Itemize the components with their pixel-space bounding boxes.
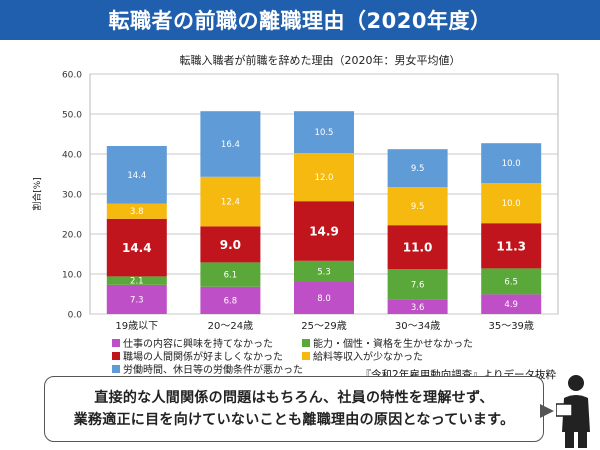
legend-item: 労働時間、休日等の労働条件が悪かった	[112, 361, 303, 376]
stacked-bar-chart: 転職入職者が前職を辞めた理由（2020年：男女平均値） 割合[%] 7.3 2.1…	[31, 53, 559, 332]
bar-segment	[387, 225, 448, 270]
data-label: 6.1	[224, 271, 238, 281]
bar-segment	[200, 111, 261, 177]
y-tick-label: 0.0	[68, 311, 83, 321]
bar-segment	[106, 146, 167, 204]
y-tick-label: 50.0	[62, 111, 82, 121]
data-label: 10.0	[502, 159, 521, 169]
bar-segment	[294, 111, 354, 154]
bar-segment	[387, 269, 448, 300]
legend-label: 職場の人間関係が好ましくなかった	[123, 352, 283, 363]
bar-segment	[294, 153, 354, 202]
data-label: 5.3	[317, 267, 331, 277]
data-label: 10.0	[502, 199, 521, 209]
bar-segment	[200, 262, 261, 287]
legend-swatch	[302, 338, 310, 347]
legend-item: 能力・個性・資格を生かせなかった	[302, 335, 473, 350]
legend-label: 仕事の内容に興味を持てなかった	[123, 339, 273, 350]
x-tick-label: 30～34歳	[395, 320, 440, 332]
bar-segment	[387, 187, 448, 226]
data-label: 3.6	[411, 303, 425, 313]
legend-item: 給料等収入が少なかった	[302, 348, 423, 363]
data-label: 9.5	[411, 164, 425, 174]
x-tick-label: 20～24歳	[208, 320, 253, 332]
page-title: 転職者の前職の離職理由（2020年度）	[108, 9, 492, 33]
data-label: 11.3	[496, 239, 526, 253]
x-tick-label: 19歳以下	[115, 320, 158, 332]
y-tick-label: 40.0	[62, 151, 82, 161]
bar-segment	[106, 276, 167, 285]
legend-item: 職場の人間関係が好ましくなかった	[112, 348, 283, 363]
bar-segment	[481, 223, 542, 269]
data-label: 11.0	[403, 241, 433, 255]
bar-segment	[106, 218, 167, 277]
data-label: 2.1	[130, 277, 144, 287]
bar-segment	[200, 286, 261, 314]
data-label: 8.0	[317, 294, 331, 304]
legend-swatch	[112, 338, 120, 347]
y-axis-label: 割合[%]	[31, 177, 43, 211]
bar-segment	[294, 282, 354, 314]
y-tick-label: 60.0	[62, 71, 82, 81]
legend-label: 能力・個性・資格を生かせなかった	[313, 339, 473, 350]
data-label: 16.4	[221, 140, 240, 150]
bar-segment	[200, 226, 261, 263]
legend-swatch	[112, 351, 120, 360]
bar-segment	[200, 176, 261, 227]
x-tick-label: 25～29歳	[301, 320, 346, 332]
bar-segment	[106, 203, 167, 219]
bar-segment	[481, 268, 542, 295]
data-label: 12.0	[315, 173, 334, 183]
bubble-tail	[540, 404, 554, 418]
legend-swatch	[112, 364, 120, 373]
data-label: 7.3	[130, 295, 144, 305]
bar-segment	[387, 149, 448, 188]
header-bar: 転職者の前職の離職理由（2020年度）	[0, 0, 600, 40]
legend-label: 給料等収入が少なかった	[313, 352, 423, 363]
bar-segment	[387, 299, 448, 314]
bar-segment	[294, 201, 354, 261]
x-tick-label: 35～39歳	[488, 320, 533, 332]
data-label: 14.4	[122, 241, 152, 255]
data-label: 6.5	[504, 277, 518, 287]
bar-segment	[481, 143, 542, 184]
data-label: 9.5	[411, 202, 425, 212]
data-label: 14.9	[309, 225, 339, 239]
data-label: 4.9	[504, 300, 518, 310]
legend-item: 仕事の内容に興味を持てなかった	[112, 335, 273, 350]
y-tick-label: 30.0	[62, 191, 82, 201]
y-tick-label: 20.0	[62, 231, 82, 241]
data-label: 14.4	[127, 171, 146, 181]
bar-segment	[294, 260, 354, 282]
data-label: 3.8	[130, 207, 144, 217]
bar-segment	[481, 183, 542, 224]
data-label: 9.0	[220, 238, 241, 252]
data-label: 7.6	[411, 280, 425, 290]
presenter-figure-icon	[556, 375, 590, 448]
bubble-text-line-1: 直接的な人間関係の問題はもちろん、社員の特性を理解せず、	[94, 390, 494, 406]
data-label: 10.5	[315, 128, 334, 138]
legend-swatch	[302, 351, 310, 360]
y-tick-label: 10.0	[62, 271, 82, 281]
bar-segment	[481, 294, 542, 314]
speech-bubble: 直接的な人間関係の問題はもちろん、社員の特性を理解せず、 業務適正に目を向けてい…	[44, 376, 544, 442]
bar-segment	[106, 284, 167, 314]
bubble-text-line-2: 業務適正に目を向けていないことも離職理由の原因となっています。	[73, 412, 515, 428]
data-label: 12.4	[221, 198, 240, 208]
chart-title: 転職入職者が前職を辞めた理由（2020年：男女平均値）	[180, 53, 461, 67]
data-label: 6.8	[224, 296, 238, 306]
legend-label: 労働時間、休日等の労働条件が悪かった	[123, 365, 303, 376]
